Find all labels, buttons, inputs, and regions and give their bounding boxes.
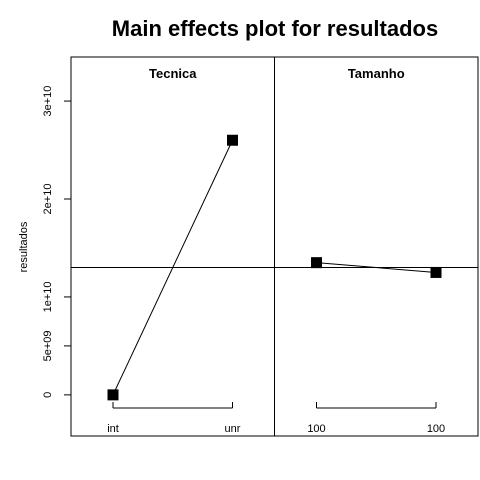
panel-frame bbox=[274, 56, 479, 437]
panel-label: Tamanho bbox=[348, 66, 405, 81]
panel-frame bbox=[70, 56, 275, 437]
y-tick-label: 5e+09 bbox=[42, 330, 54, 361]
panel-tecnica: Tecnica int unr bbox=[70, 56, 275, 437]
y-tick-label: 3e+10 bbox=[42, 86, 54, 117]
panel-tamanho: Tamanho 100 100 bbox=[274, 56, 479, 437]
x-tick-label: int bbox=[107, 423, 119, 435]
data-point bbox=[227, 134, 238, 146]
data-point bbox=[430, 266, 442, 278]
y-axis: 0 5e+09 1e+10 2e+10 3e+10 bbox=[42, 86, 71, 398]
x-tick-label: 100 bbox=[427, 423, 445, 435]
y-axis-label: resultados bbox=[18, 221, 30, 272]
panels: Tecnica int unr Tamanho 100 100 bbox=[70, 56, 479, 437]
x-tick-label: unr bbox=[225, 423, 241, 435]
series-line bbox=[112, 140, 233, 396]
y-tick-label: 1e+10 bbox=[42, 281, 54, 312]
y-tick-label: 2e+10 bbox=[42, 184, 54, 215]
chart-title: Main effects plot for resultados bbox=[112, 16, 438, 41]
series-line bbox=[316, 262, 437, 273]
y-tick-label: 0 bbox=[42, 392, 54, 398]
data-point bbox=[311, 257, 322, 269]
data-point bbox=[107, 389, 119, 401]
x-tick-label: 100 bbox=[307, 423, 325, 435]
panel-label: Tecnica bbox=[149, 66, 197, 81]
